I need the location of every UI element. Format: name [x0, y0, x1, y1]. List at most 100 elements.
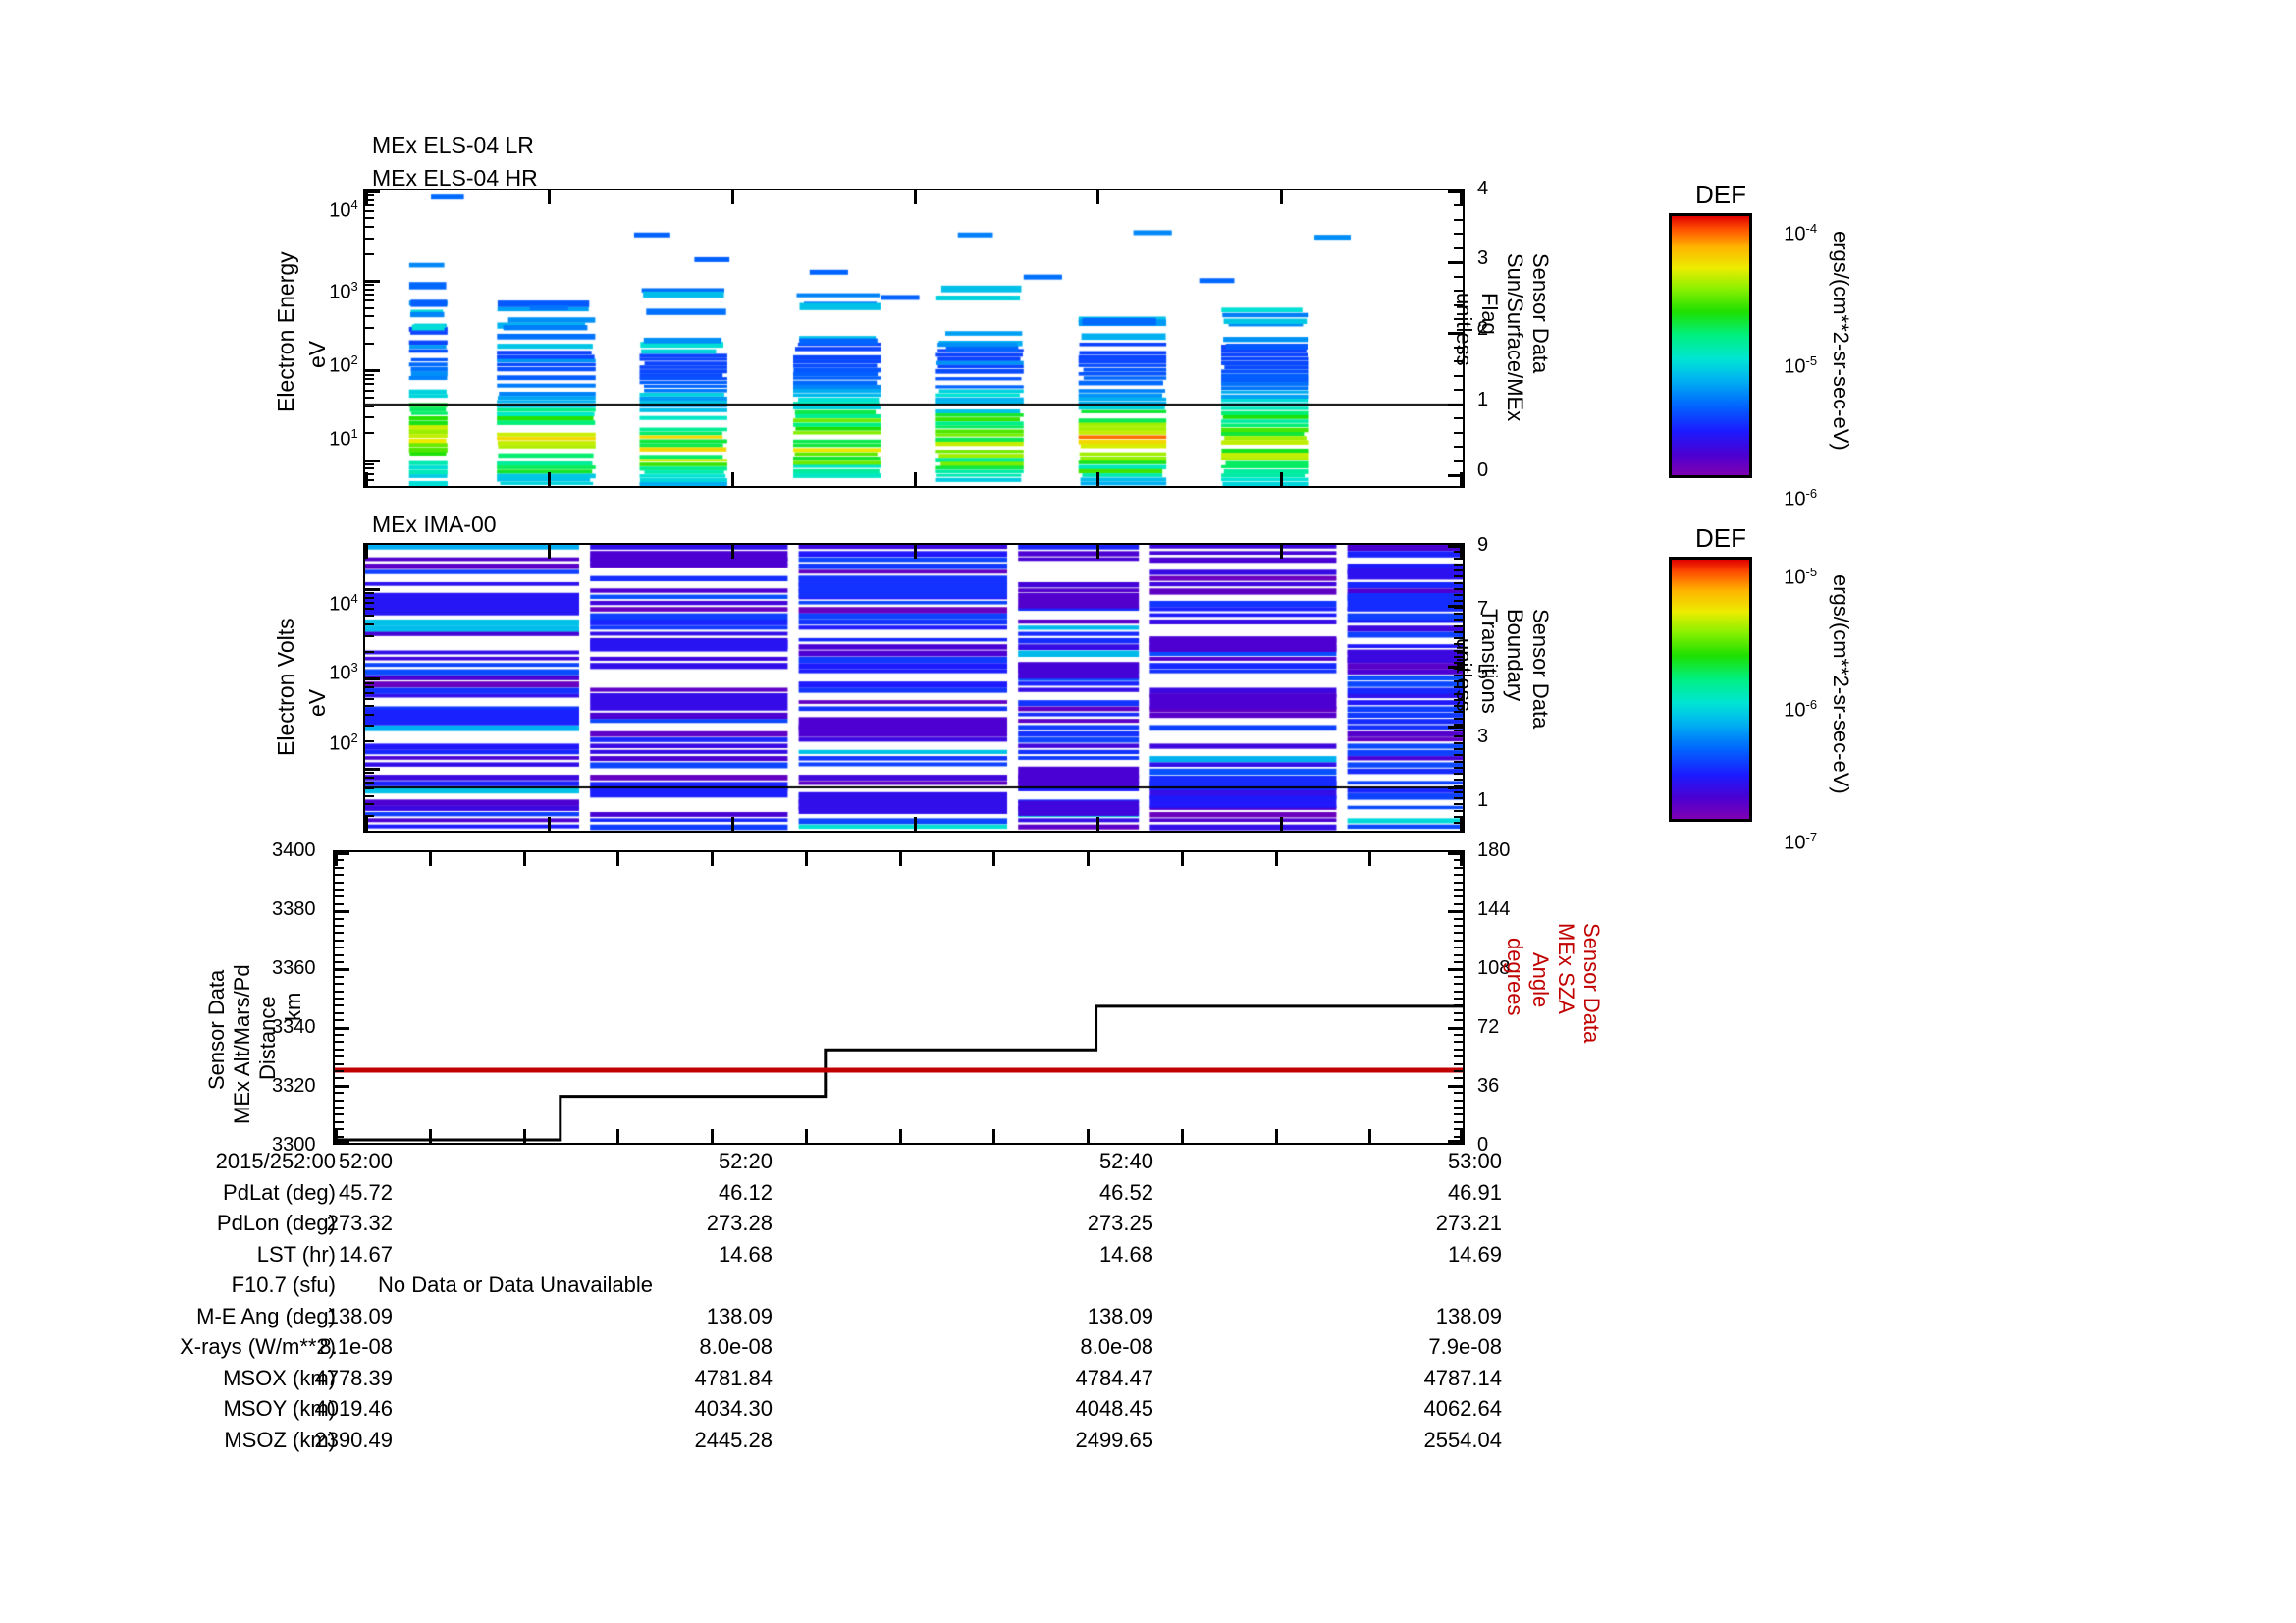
- panel2-ylabel-line1: Electron Volts: [273, 618, 298, 756]
- panel1-ytick-1e3: 103: [329, 279, 358, 303]
- table-cell: 46.52: [1098, 1179, 1153, 1205]
- colorbar1-tick-mid: 10-5: [1784, 353, 1818, 378]
- table-row-label: 2015/252:00: [215, 1149, 336, 1173]
- panel1-rtick-2: 2: [1477, 318, 1489, 340]
- panel1-rtick-4: 4: [1477, 178, 1489, 199]
- table-row-label: PdLon (deg): [216, 1211, 336, 1235]
- panel3-ylabel-line1: Sensor Data: [204, 969, 229, 1090]
- table-cell: 4787.14: [1423, 1365, 1502, 1390]
- altitude-step-trace: [335, 1004, 1463, 1142]
- panel1-rtick-3: 3: [1477, 247, 1489, 269]
- table-cell: 8.0e-08: [1080, 1334, 1153, 1359]
- panel2-ylabel-line2: eV: [304, 688, 330, 717]
- table-cell: 46.91: [1447, 1179, 1502, 1205]
- colorbar1-tick-top: 10-4: [1784, 221, 1818, 245]
- panel1-rtick-1: 1: [1477, 389, 1489, 410]
- panel2-label: MEx IMA-00: [372, 512, 497, 537]
- table-row-label: MSOY (km): [223, 1396, 336, 1421]
- panel2-rlabel-line4: unitless: [1452, 638, 1476, 712]
- panel3-ylabel-line3: Distance: [255, 996, 280, 1080]
- table-row-label: F10.7 (sfu): [231, 1272, 336, 1297]
- table-row-label: PdLat (deg): [223, 1179, 336, 1205]
- panel2-ytick-1e3: 103: [329, 660, 358, 684]
- table-cell: 2445.28: [694, 1427, 773, 1452]
- panel1-spectrogram: [365, 190, 1463, 486]
- panel2-rtick-9: 9: [1477, 534, 1489, 556]
- colorbar1-units: ergs/(cm**2-sr-sec-eV): [1829, 231, 1853, 451]
- colorbar2-tick-mid: 10-6: [1784, 697, 1818, 722]
- panel3-rlabel-line2: MEx SZA: [1554, 923, 1578, 1014]
- table-no-data-note: No Data or Data Unavailable: [378, 1272, 654, 1297]
- panel2-rtick-7: 7: [1477, 598, 1489, 620]
- table-cell: 52:00: [338, 1149, 393, 1173]
- panel1-rlabel-line2: Sun/Surface/MEx: [1503, 253, 1527, 422]
- panel3-ytick-3300: 3300: [272, 1134, 316, 1156]
- panel3-ytick-3360: 3360: [272, 957, 316, 979]
- panel1-ytick-1e1: 101: [329, 426, 358, 451]
- table-cell: 4784.47: [1075, 1365, 1153, 1390]
- table-cell: 52:20: [718, 1149, 773, 1173]
- panel3-ylabel-line2: MEx Alt/Mars/Pd: [230, 964, 254, 1124]
- panel2-plot-area: [363, 543, 1465, 833]
- summary-data-table: 2015/252:00 52:00 52:20 52:40 53:00 PdLat (de…: [0, 1149, 2296, 1473]
- table-cell: 4034.30: [694, 1396, 773, 1421]
- table-cell: 4048.45: [1075, 1396, 1153, 1421]
- table-cell: 138.09: [706, 1303, 773, 1328]
- table-cell: 138.09: [1435, 1303, 1502, 1328]
- panel3-rlabel-line3: Angle: [1528, 952, 1553, 1008]
- table-row-label: LST (hr): [256, 1241, 336, 1267]
- table-row-label: M-E Ang (deg): [196, 1303, 336, 1328]
- table-cell: 138.09: [326, 1303, 393, 1328]
- panel3-rtick-144: 144: [1477, 898, 1511, 920]
- panel2-rlabel-line3: Transitions: [1477, 609, 1502, 714]
- panel1-plot-area: [363, 189, 1465, 488]
- panel3-rtick-0: 0: [1477, 1134, 1489, 1156]
- table-cell: 4019.46: [314, 1396, 393, 1421]
- panel2-rlabel-line2: Boundary: [1503, 609, 1527, 702]
- panel3-ytick-3400: 3400: [272, 839, 316, 861]
- table-cell: 14.69: [1447, 1241, 1502, 1267]
- colorbar1-gradient: [1669, 213, 1752, 478]
- colorbar2-tick-top: 10-5: [1784, 565, 1818, 589]
- panel1-label-lr: MEx ELS-04 LR: [372, 133, 534, 158]
- table-cell: 45.72: [338, 1179, 393, 1205]
- panel1-rlabel-line4: unitless: [1452, 293, 1476, 366]
- table-cell: 2554.04: [1423, 1427, 1502, 1452]
- table-cell: 8.0e-08: [699, 1334, 773, 1359]
- table-cell: 273.32: [326, 1211, 393, 1235]
- table-row-label: X-rays (W/m**2): [180, 1334, 336, 1359]
- colorbar2-tick-bot: 10-7: [1784, 830, 1818, 854]
- colorbar2-units: ergs/(cm**2-sr-sec-eV): [1829, 574, 1853, 794]
- table-cell: 273.28: [706, 1211, 773, 1235]
- panel1-rlabel-line1: Sensor Data: [1528, 253, 1553, 374]
- colorbar2-title: DEF: [1695, 523, 1746, 553]
- table-cell: 14.67: [338, 1241, 393, 1267]
- panel1-rlabel-line3: Flag: [1477, 293, 1502, 335]
- panel3-rtick-72: 72: [1477, 1016, 1500, 1038]
- panel3-rtick-36: 36: [1477, 1075, 1500, 1097]
- panel1-ytick-1e4: 104: [329, 197, 358, 222]
- table-cell: 273.25: [1087, 1211, 1153, 1235]
- table-cell: 53:00: [1447, 1149, 1502, 1173]
- table-cell: 4778.39: [314, 1365, 393, 1390]
- panel2-spectrogram: [365, 545, 1463, 831]
- panel2-ytick-1e4: 104: [329, 591, 358, 616]
- panel3-plot-area: [333, 850, 1465, 1145]
- table-cell: 2499.65: [1075, 1427, 1153, 1452]
- colorbar2-gradient: [1669, 557, 1752, 822]
- table-row-label: MSOX (km): [223, 1365, 336, 1390]
- table-row-label: MSOZ (km): [224, 1427, 336, 1452]
- panel1-ytick-1e2: 102: [329, 352, 358, 377]
- table-cell: 14.68: [718, 1241, 773, 1267]
- table-cell: 14.68: [1098, 1241, 1153, 1267]
- table-cell: 52:40: [1098, 1149, 1153, 1173]
- colorbar1-tick-bot: 10-6: [1784, 486, 1818, 511]
- panel3-rtick-180: 180: [1477, 839, 1511, 861]
- panel2-rtick-3: 3: [1477, 726, 1489, 747]
- table-cell: 138.09: [1087, 1303, 1153, 1328]
- panel2-rtick-5: 5: [1477, 662, 1489, 683]
- table-cell: 8.1e-08: [319, 1334, 393, 1359]
- panel3-ylabel-line4: km: [281, 992, 305, 1021]
- panel2-rlabel-line1: Sensor Data: [1528, 609, 1553, 730]
